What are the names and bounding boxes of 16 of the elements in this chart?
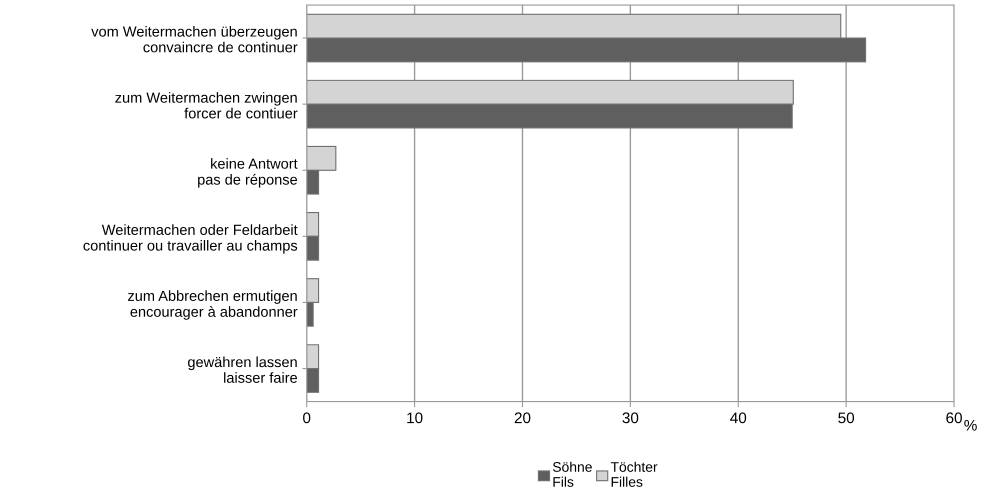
x-tick-label: 10 bbox=[407, 412, 422, 424]
x-tick-label: 20 bbox=[514, 412, 530, 424]
y-tick-label: Weitermachen oder Feldarbeit continuer ou travailler au champs bbox=[83, 224, 298, 254]
x-axis-title: % bbox=[964, 420, 977, 431]
x-tick-label: 0 bbox=[303, 412, 310, 424]
y-tick-label: keine Antwort pas de réponse bbox=[198, 158, 298, 188]
y-tick-label: gewähren lassen laisser faire bbox=[188, 356, 298, 383]
y-tick-label: vom Weitermachen überzeugen convaincre de continuer bbox=[91, 26, 298, 52]
x-tick-label: 60 bbox=[946, 412, 962, 424]
legend-label: Töchter Filles bbox=[610, 462, 658, 487]
y-tick-label: zum Abbrechen ermutigen encourager à abandonner bbox=[128, 290, 298, 320]
x-tick-label: 50 bbox=[838, 412, 854, 424]
x-tick-label: 40 bbox=[730, 412, 746, 424]
legend-label: Söhne Fils bbox=[552, 462, 592, 487]
x-tick-label: 30 bbox=[622, 412, 638, 424]
y-tick-label: zum Weitermachen zwingen forcer de contiuer bbox=[115, 92, 298, 119]
